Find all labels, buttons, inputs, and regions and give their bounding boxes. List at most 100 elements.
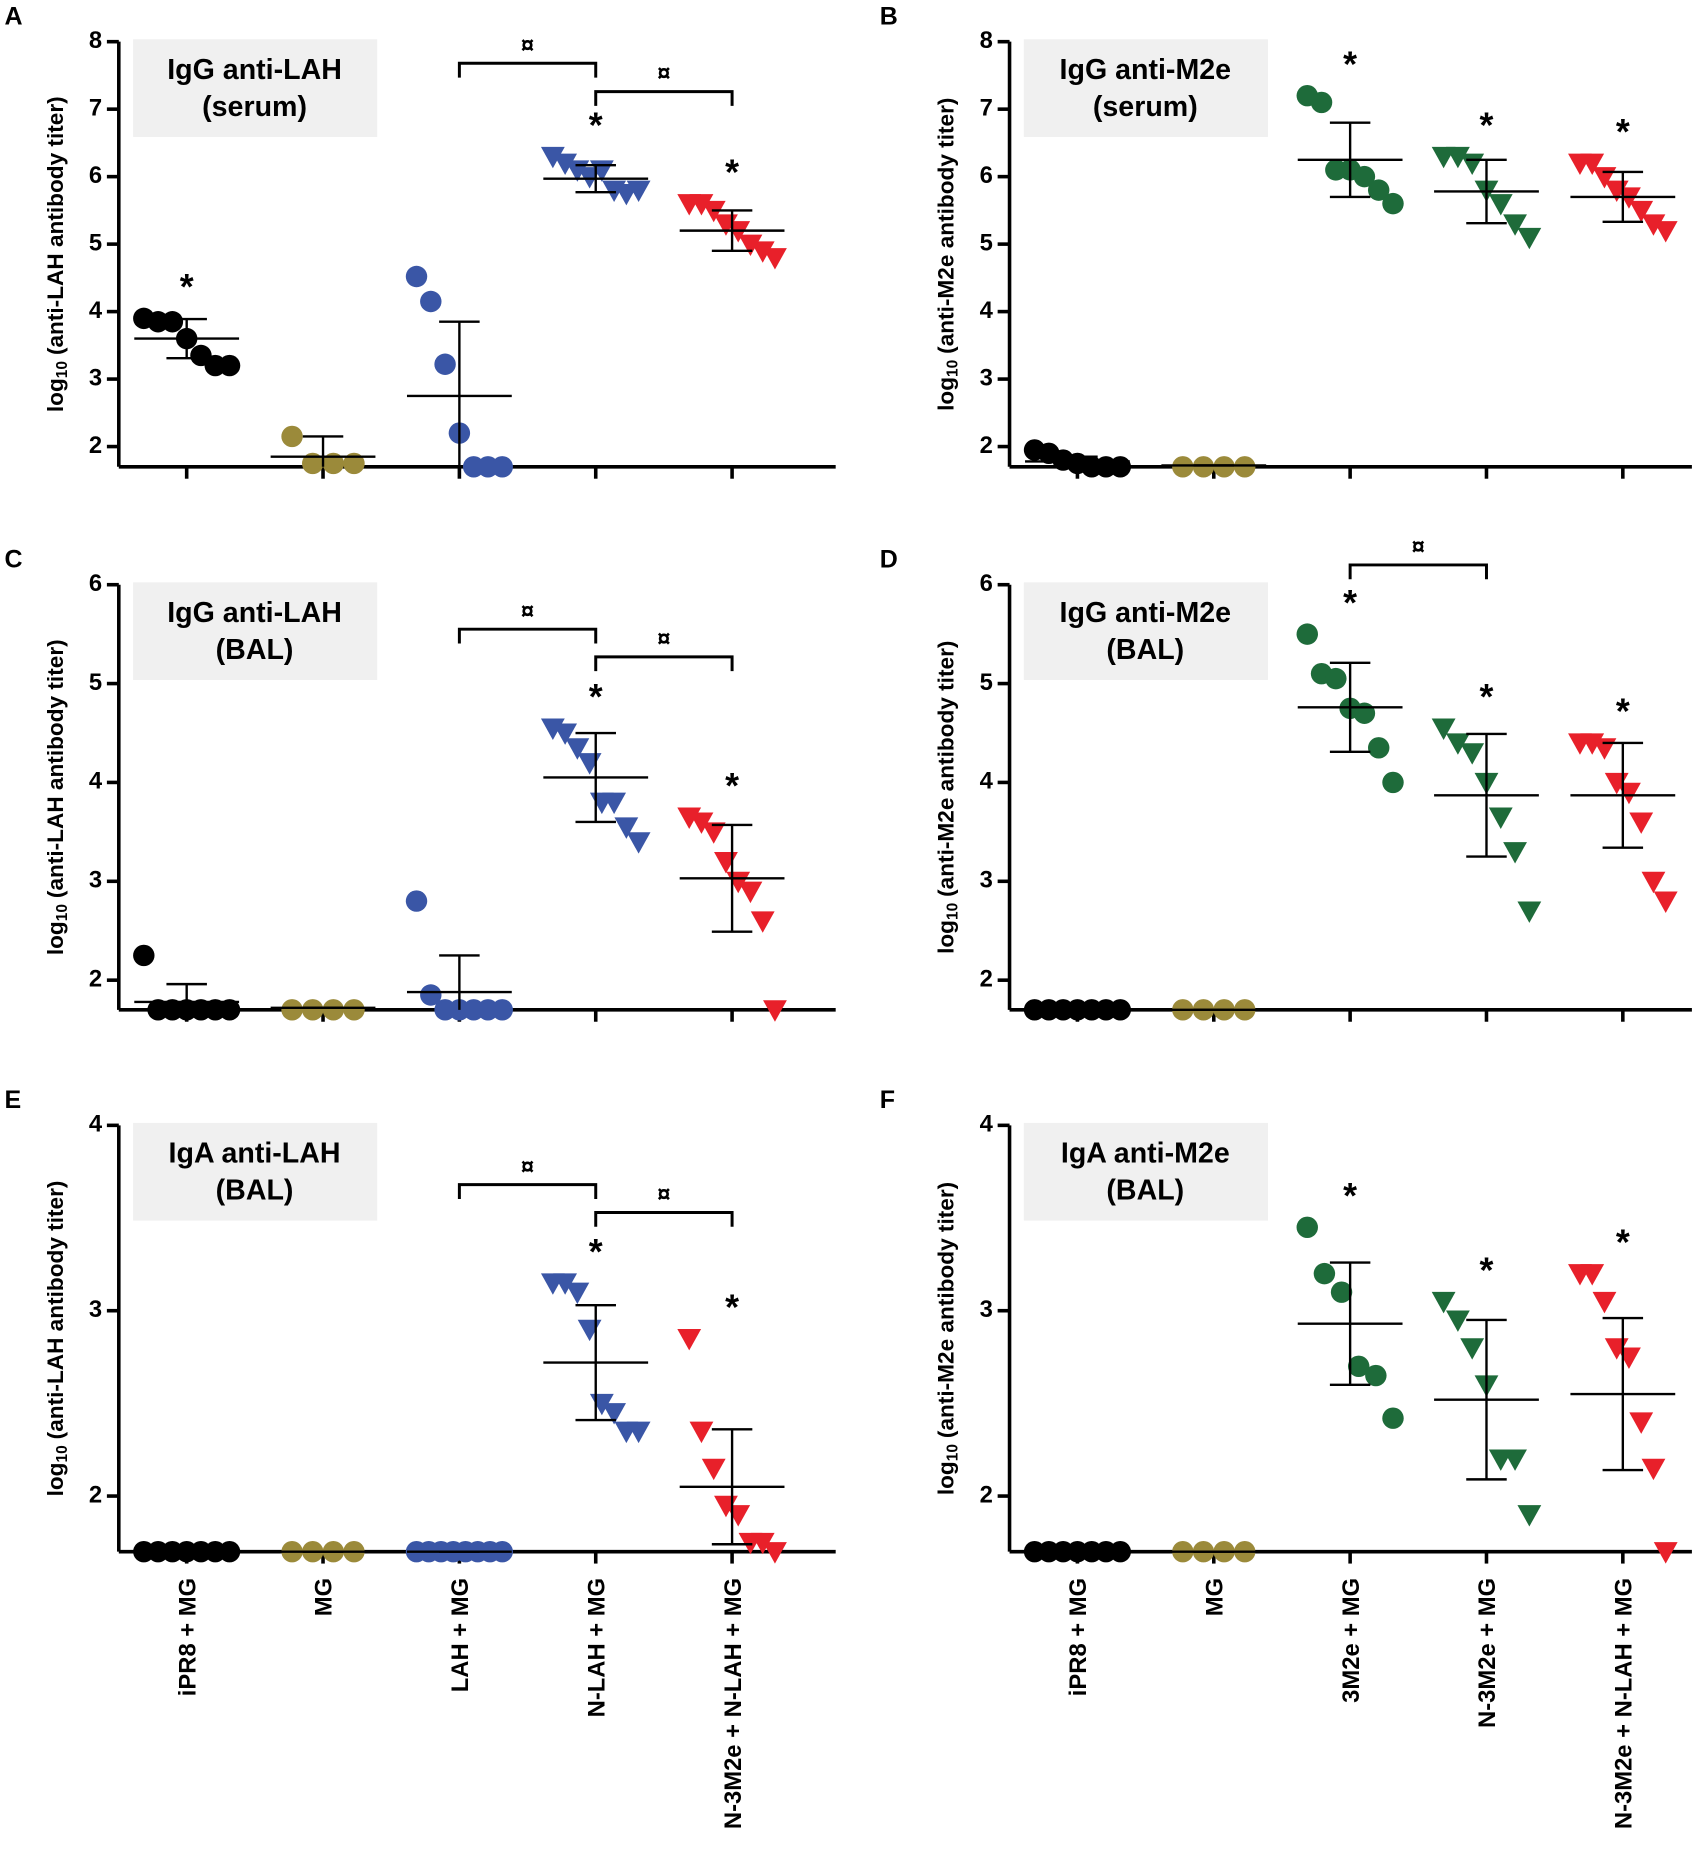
data-point <box>577 753 602 775</box>
data-point <box>1592 1291 1617 1314</box>
title-box <box>1023 39 1268 137</box>
significance-star: * <box>1616 112 1630 152</box>
y-axis-label: log10 (anti-M2e antibody titer) <box>934 641 962 954</box>
data-point <box>405 890 428 912</box>
panel-title: (BAL) <box>216 1175 294 1207</box>
data-point <box>689 1421 714 1444</box>
data-point <box>1445 146 1470 169</box>
bracket-label: ¤ <box>1412 534 1425 561</box>
y-tick-label: 5 <box>980 229 993 256</box>
significance-star: * <box>725 1287 739 1327</box>
data-point <box>1592 738 1617 760</box>
significance-star: * <box>589 677 603 717</box>
data-point <box>540 146 565 169</box>
data-point <box>1445 733 1470 755</box>
y-tick-label: 4 <box>980 1111 994 1138</box>
data-point <box>1460 743 1485 765</box>
error-bar <box>711 209 753 253</box>
data-point <box>301 452 324 475</box>
error-bar <box>166 982 207 1010</box>
data-point <box>1460 153 1485 176</box>
data-point <box>1172 456 1194 478</box>
y-tick-label: 5 <box>89 669 102 696</box>
significance-star: * <box>1616 692 1630 732</box>
data-point <box>1629 812 1654 834</box>
significance-star: * <box>180 267 194 307</box>
data-point <box>343 452 365 475</box>
y-tick-label: 6 <box>89 162 102 189</box>
significance-star: * <box>1616 1222 1630 1262</box>
y-label-log: log <box>43 921 68 955</box>
data-point <box>1580 1264 1605 1286</box>
panel-letter: A <box>4 2 22 30</box>
data-point <box>763 248 787 270</box>
y-tick-label: 8 <box>89 27 102 54</box>
data-point <box>577 1319 602 1342</box>
bracket <box>457 627 598 644</box>
category-label: LAH + MG <box>447 1578 474 1692</box>
y-axis-label: log10 (anti-LAH antibody titer) <box>43 1181 71 1497</box>
data-point <box>420 984 442 1006</box>
data-point <box>218 999 241 1021</box>
data-point <box>553 1273 578 1295</box>
y-tick-label: 8 <box>980 27 993 54</box>
data-point <box>1296 1216 1318 1239</box>
panel: C IgG anti-LAH (BAL) log10 (anti-LAH antibod… <box>4 545 836 1022</box>
data-point <box>1503 1449 1527 1471</box>
data-point <box>1629 1412 1654 1434</box>
panel-title: (BAL) <box>1106 1175 1184 1207</box>
significance-star: * <box>725 766 739 806</box>
data-point <box>714 852 738 874</box>
y-tick-label: 2 <box>89 1481 102 1508</box>
data-point <box>1353 165 1376 188</box>
y-label-log: log <box>934 920 959 954</box>
data-point <box>1213 456 1235 478</box>
bracket <box>457 61 598 78</box>
error-bar <box>1466 732 1507 858</box>
data-point <box>1488 194 1513 216</box>
bracket <box>594 1210 734 1227</box>
panel-title: IgG anti-M2e <box>1060 54 1231 86</box>
error-bar <box>1602 170 1644 224</box>
bracket <box>457 1183 598 1199</box>
y-label-log: log <box>43 1463 68 1497</box>
data-point <box>750 241 775 263</box>
category-label: N-3M2e + N-LAH + MG <box>1611 1578 1638 1829</box>
category-label: MG <box>311 1578 338 1616</box>
panel-title: (serum) <box>202 91 307 123</box>
data-point <box>626 832 651 854</box>
data-point <box>1653 1542 1678 1564</box>
title-box <box>1023 1122 1268 1221</box>
y-tick-label: 6 <box>89 570 102 597</box>
error-bar <box>711 823 753 933</box>
error-bar <box>439 320 480 467</box>
y-tick-label: 4 <box>89 1111 103 1138</box>
data-point <box>1310 91 1333 114</box>
data-point <box>689 194 714 216</box>
error-bar <box>302 435 344 467</box>
data-point <box>1641 1458 1666 1481</box>
title-box <box>133 39 378 137</box>
data-point <box>301 999 324 1021</box>
data-point <box>565 1282 590 1305</box>
category-label: 3M2e + MG <box>1338 1578 1365 1703</box>
data-point <box>614 817 639 839</box>
data-point <box>1382 192 1404 215</box>
data-point <box>161 311 184 333</box>
data-point <box>602 792 627 815</box>
bracket <box>1348 563 1488 580</box>
panel-letter: B <box>880 2 898 30</box>
y-tick-label: 4 <box>89 297 103 324</box>
data-point <box>1517 1505 1542 1527</box>
bracket-label: ¤ <box>521 598 534 625</box>
data-point <box>1517 901 1542 923</box>
y-tick-label: 2 <box>980 432 993 459</box>
y-tick-label: 4 <box>89 768 103 795</box>
panel-title: (serum) <box>1093 91 1198 123</box>
data-point <box>1503 214 1527 236</box>
data-point <box>1580 153 1605 176</box>
category-label: iPR8 + MG <box>1065 1578 1092 1696</box>
panel-letter: F <box>880 1086 895 1114</box>
significance-star: * <box>1343 45 1357 85</box>
y-tick-label: 4 <box>980 297 994 324</box>
